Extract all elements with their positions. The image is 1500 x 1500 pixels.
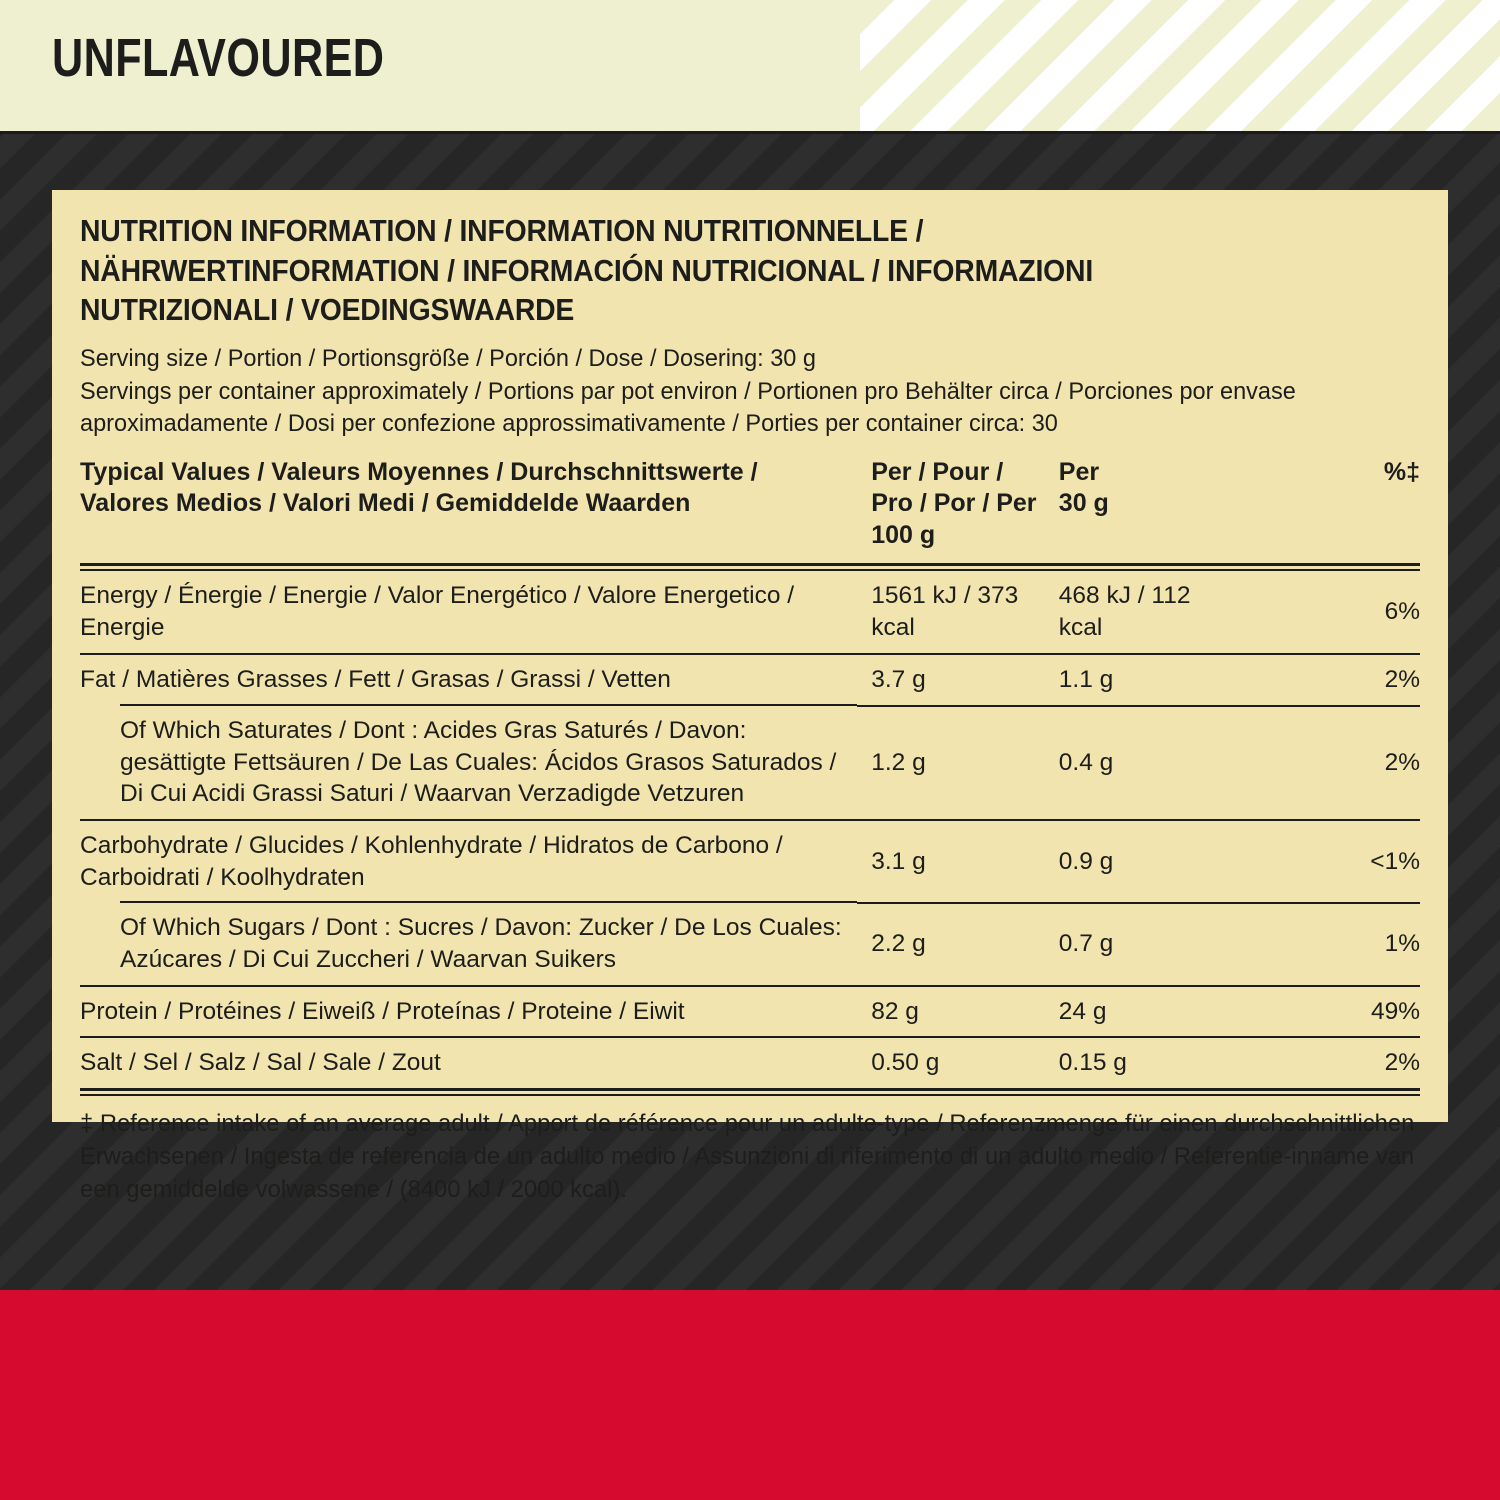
nutrition-table-head: Typical Values / Valeurs Moyennes / Durc… (80, 457, 1420, 562)
nutrient-name: Fat / Matières Grasses / Fett / Grasas /… (80, 652, 858, 706)
value-percent-reference-intake: 2% (1232, 1036, 1420, 1089)
serving-info-block: Serving size / Portion / Portionsgröße /… (80, 343, 1420, 441)
value-percent-reference-intake: 49% (1232, 984, 1420, 1038)
value-percent-reference-intake: 6% (1384, 598, 1420, 626)
nutrition-table-body-wrapper: Energy / Énergie / Energie / Valor Energ… (80, 571, 1420, 1089)
table-row: Salt / Sel / Salz / Sal / Sale / Zout 0.5… (80, 1036, 1420, 1089)
header-per-percent: %‡ (1232, 457, 1420, 562)
value-percent-reference-intake: 2% (1232, 704, 1420, 821)
nutrient-name: Protein / Protéines / Eiweiß / Proteínas… (80, 984, 858, 1038)
table-row: Fat / Matières Grasses / Fett / Grasas /… (80, 652, 1420, 706)
header-per-30g: Per 30 g (1045, 457, 1233, 562)
value-per-100g: 1561 kJ / 373 kcal (871, 582, 1019, 641)
value-per-100g: 2.2 g (857, 901, 1045, 986)
header-per-30g-line2: 30 g (1058, 489, 1109, 518)
servings-per-container-text: Servings per container approximately / P… (80, 377, 1296, 438)
panel-title-line-2: NÄHRWERTINFORMATION / INFORMACIÓN NUTRIC… (80, 253, 1094, 288)
value-per-100g: 3.7 g (857, 652, 1045, 706)
header-typical-values-line1: Typical Values / Valeurs Moyennes / Durc… (80, 457, 758, 486)
value-per-30g: 0.15 g (1044, 1036, 1233, 1089)
value-per-30g: 0.4 g (1044, 704, 1233, 821)
panel-title-line-1: NUTRITION INFORMATION / INFORMATION NUTR… (80, 214, 924, 248)
table-row: Protein / Protéines / Eiweiß / Proteínas… (80, 984, 1420, 1038)
nutrient-name: Salt / Sel / Salz / Sal / Sale / Zout (80, 1036, 858, 1089)
header-per-100g: Per / Pour / Pro / Por / Per 100 g (857, 457, 1045, 562)
value-per-30g: 468 kJ / 112 kcal (1058, 582, 1191, 641)
header-per-100g-line1: Per / Pour / Pro / Por / Per (871, 457, 1037, 518)
value-per-100g: 1.2 g (857, 704, 1045, 821)
serving-size-text: Serving size / Portion / Portionsgröße /… (80, 344, 817, 372)
band-bottom-edge (0, 131, 1500, 134)
flavour-band: UNFLAVOURED (0, 0, 1500, 131)
table-row: Of Which Saturates / Dont : Acides Gras … (80, 703, 1420, 821)
nutrition-information-panel: NUTRITION INFORMATION / INFORMATION NUTR… (52, 190, 1448, 1203)
nutrition-table-body: Energy / Énergie / Energie / Valor Energ… (80, 571, 1420, 1089)
header-per-30g-line1: Per (1058, 457, 1100, 486)
table-header-row: Typical Values / Valeurs Moyennes / Durc… (80, 457, 1420, 562)
nutrition-table: Typical Values / Valeurs Moyennes / Durc… (80, 457, 1420, 562)
header-per-percent-line2: %‡ (1383, 457, 1420, 486)
value-per-30g: 24 g (1044, 984, 1233, 1038)
header-typical-values-line2: Valores Medios / Valori Medi / Gemiddeld… (80, 489, 691, 518)
table-row: Carbohydrate / Glucides / Kohlenhydrate … (80, 819, 1420, 903)
value-per-100g: 82 g (857, 984, 1045, 1038)
flavour-title: UNFLAVOURED (52, 28, 385, 88)
reference-intake-footnote: ‡ Reference intake of an average adult /… (80, 1110, 1415, 1203)
nutrient-name: Carbohydrate / Glucides / Kohlenhydrate … (80, 819, 858, 903)
header-per-100g-line2: 100 g (871, 520, 936, 549)
nutrient-name: Energy / Énergie / Energie / Valor Energ… (80, 582, 795, 641)
panel-title-line-3: NUTRIZIONALI / VOEDINGSWAARDE (80, 293, 575, 328)
value-per-30g: 0.7 g (1044, 901, 1233, 986)
table-row: Energy / Énergie / Energie / Valor Energ… (80, 571, 1420, 654)
value-percent-reference-intake: <1% (1232, 819, 1420, 903)
panel-title: NUTRITION INFORMATION / INFORMATION NUTR… (80, 212, 1420, 331)
nutrient-name: Of Which Sugars / Dont : Sucres / Davon:… (80, 900, 858, 986)
table-row: Of Which Sugars / Dont : Sucres / Davon:… (80, 900, 1420, 986)
table-header-double-rule (80, 563, 1420, 572)
value-per-30g: 1.1 g (1044, 652, 1233, 706)
header-typical-values: Typical Values / Valeurs Moyennes / Durc… (80, 457, 857, 562)
bottom-red-bar (0, 1290, 1500, 1500)
value-per-100g: 3.1 g (857, 819, 1045, 903)
value-percent-reference-intake: 1% (1232, 901, 1420, 986)
value-per-30g: 0.9 g (1044, 819, 1233, 903)
table-footer-double-rule (80, 1088, 1420, 1097)
value-percent-reference-intake: 2% (1232, 652, 1420, 706)
nutrient-name: Of Which Saturates / Dont : Acides Gras … (80, 703, 858, 821)
diagonal-stripes-decoration (860, 0, 1500, 131)
value-per-100g: 0.50 g (857, 1036, 1045, 1089)
